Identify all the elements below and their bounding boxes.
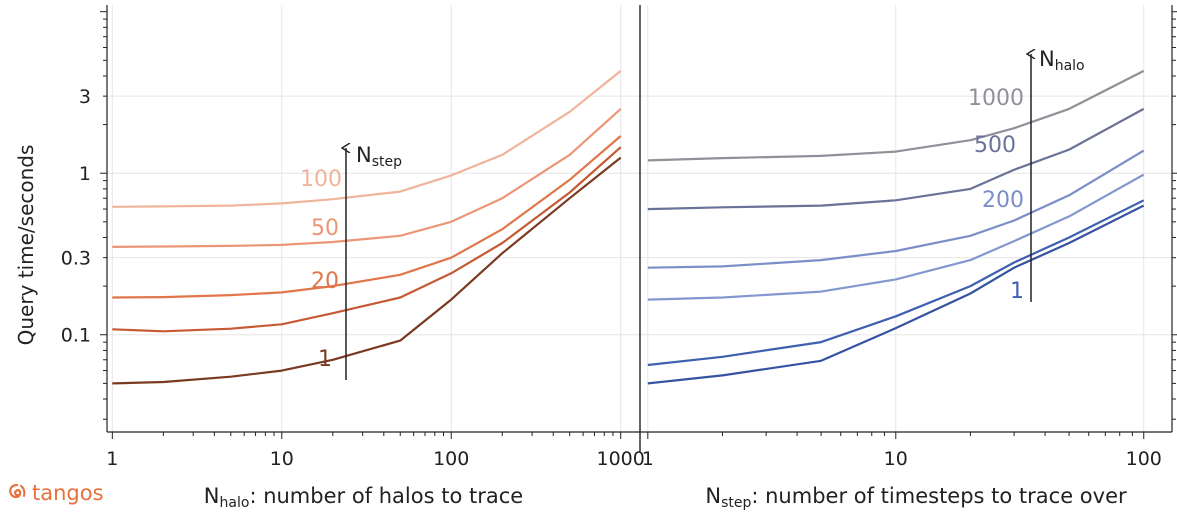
series-label-right: 1 [1010, 279, 1024, 304]
annotations: Nstep Nhalo [346, 47, 1085, 380]
axes-frame: Nhalo: number of halos to trace Nstep: nu… [106, 5, 1173, 511]
x-tick-label: 1000 [597, 448, 645, 470]
series-label-right: 500 [974, 133, 1016, 158]
y-tick-label: 0.1 [61, 325, 91, 347]
series-label-right: 200 [982, 188, 1024, 213]
series-line-left-3 [112, 108, 622, 248]
right-ticks: 1 10 100 [642, 11, 1177, 470]
x-tick-label: 10 [884, 448, 908, 470]
series-line-left-4 [112, 70, 622, 208]
tangos-swirl-icon [9, 483, 26, 499]
y-tick-label: 1 [79, 163, 91, 185]
x-tick-label: 1 [642, 448, 654, 470]
y-tick-label: 0.3 [61, 248, 91, 270]
brand-name: tangos [32, 481, 104, 505]
left-ticks: 1 10 100 1000 0.1 0.3 1 3 [61, 11, 645, 470]
series-line-right-3 [647, 149, 1145, 269]
series-labels: 1 20 50 100 1 200 500 1000 [300, 86, 1024, 372]
series-line-right-1 [647, 199, 1145, 367]
series-label-left: 100 [300, 167, 342, 192]
right-grid [640, 5, 1172, 432]
x-axis-label-right: Nstep: number of timesteps to trace over [705, 484, 1127, 511]
x-axis-label-left: Nhalo: number of halos to trace [204, 484, 523, 511]
n-step-annotation-label: Nstep [356, 143, 402, 170]
series-label-right: 1000 [968, 86, 1024, 111]
series-line-left-1 [112, 146, 622, 333]
series-line-right-2 [647, 173, 1145, 301]
y-tick-label: 3 [79, 86, 91, 108]
x-tick-label: 100 [433, 448, 469, 470]
x-tick-label: 100 [1126, 448, 1162, 470]
right-series-lines [647, 69, 1145, 385]
series-line-right-4 [647, 107, 1145, 211]
series-label-left: 20 [311, 269, 339, 294]
left-series-lines [112, 70, 622, 385]
series-line-right-0 [647, 204, 1145, 385]
series-line-left-0 [112, 156, 622, 385]
series-line-left-2 [112, 135, 622, 299]
x-tick-label: 1 [106, 448, 118, 470]
left-grid [107, 5, 640, 432]
tangos-brand: tangos [6, 480, 104, 506]
x-tick-label: 10 [270, 448, 294, 470]
series-label-left: 50 [311, 216, 339, 241]
series-label-left: 1 [318, 347, 332, 372]
series-line-right-5 [647, 69, 1145, 162]
n-halo-annotation-label: Nhalo [1039, 47, 1085, 74]
y-axis-label: Query time/seconds [14, 145, 38, 346]
